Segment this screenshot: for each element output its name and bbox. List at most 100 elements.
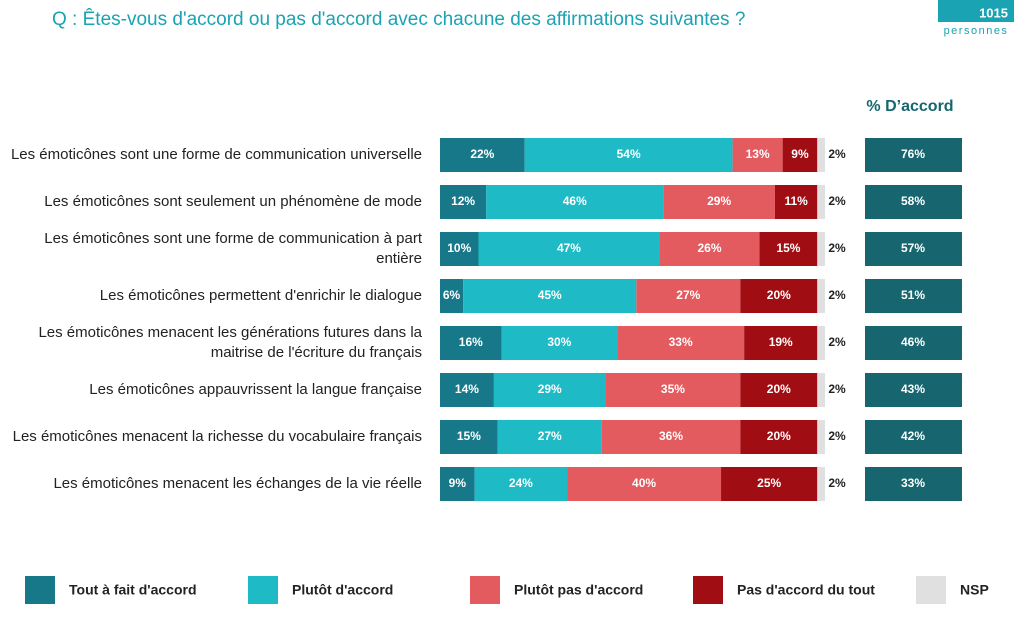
value-label: 2% — [828, 288, 846, 302]
bar-segment — [817, 279, 825, 313]
bar-segment — [663, 185, 775, 219]
agree-label: 42% — [901, 429, 925, 443]
value-label: 15% — [457, 429, 481, 443]
bar-segment — [636, 279, 741, 313]
legend-swatch — [470, 576, 500, 604]
value-label: 36% — [659, 429, 683, 443]
value-label: 15% — [776, 241, 800, 255]
value-label: 13% — [746, 147, 770, 161]
bar-segment — [659, 232, 760, 266]
agree-header: % D’accord — [866, 98, 953, 115]
bar-segment — [474, 467, 568, 501]
sample-badge — [938, 0, 1014, 22]
value-label: 54% — [617, 147, 641, 161]
value-label: 2% — [828, 382, 846, 396]
category-label: Les émoticônes permettent d'enrichir le … — [99, 287, 422, 304]
value-label: 27% — [538, 429, 562, 443]
value-label: 35% — [661, 382, 685, 396]
value-label: 33% — [669, 335, 693, 349]
value-label: 26% — [697, 241, 721, 255]
agree-box — [865, 185, 962, 219]
value-label: 20% — [767, 288, 791, 302]
agree-box — [865, 279, 962, 313]
bar-segment — [478, 232, 660, 266]
legend-swatch — [248, 576, 278, 604]
agree-box — [865, 373, 962, 407]
value-label: 19% — [769, 335, 793, 349]
bar-segment — [497, 420, 602, 454]
value-label: 2% — [828, 476, 846, 490]
bar-segment — [440, 326, 502, 360]
value-label: 14% — [455, 382, 479, 396]
bar-segment — [732, 138, 783, 172]
bar-segment — [817, 373, 825, 407]
bar-segment — [463, 279, 637, 313]
value-label: 40% — [632, 476, 656, 490]
bar-segment — [440, 185, 487, 219]
agree-box — [865, 232, 962, 266]
value-label: 2% — [828, 147, 846, 161]
bar-segment — [524, 138, 733, 172]
agree-label: 57% — [901, 241, 925, 255]
category-label: Les émoticônes appauvrissent la langue f… — [89, 381, 422, 398]
category-label: Les émoticônes sont une forme de communi… — [44, 230, 422, 267]
value-label: 12% — [451, 194, 475, 208]
agree-label: 43% — [901, 382, 925, 396]
bar-segment — [721, 467, 818, 501]
bar-segment — [493, 373, 606, 407]
category-label: Les émoticônes sont une forme de communi… — [10, 146, 422, 163]
legend-swatch — [25, 576, 55, 604]
agree-label: 51% — [901, 288, 925, 302]
agree-label: 58% — [901, 194, 925, 208]
value-label: 2% — [828, 429, 846, 443]
legend-label: Plutôt d'accord — [292, 582, 393, 598]
bar-segment — [740, 279, 818, 313]
value-label: 25% — [757, 476, 781, 490]
bar-segment — [817, 138, 825, 172]
agree-label: 33% — [901, 476, 925, 490]
value-label: 24% — [509, 476, 533, 490]
bar-segment — [817, 420, 825, 454]
legend-swatch — [916, 576, 946, 604]
bar-segment — [440, 232, 479, 266]
value-label: 9% — [449, 476, 467, 490]
value-label: 20% — [767, 382, 791, 396]
category-label: Les émoticônes menacent les échanges de … — [53, 475, 422, 492]
legend-label: Tout à fait d'accord — [69, 582, 197, 598]
agree-box — [865, 326, 962, 360]
bar-segment — [440, 373, 494, 407]
agree-box — [865, 467, 962, 501]
bar-segment — [817, 326, 825, 360]
bar-segment — [744, 326, 818, 360]
agree-box — [865, 420, 962, 454]
bar-segment — [486, 185, 664, 219]
bar-segment — [774, 185, 818, 219]
bar-segment — [440, 279, 464, 313]
category-label: Les émoticônes menacent la richesse du v… — [12, 428, 422, 445]
legend-label: Pas d'accord du tout — [737, 582, 875, 598]
agree-label: 46% — [901, 335, 925, 349]
agree-box — [865, 138, 962, 172]
value-label: 6% — [443, 288, 461, 302]
chart-title: Q : Êtes-vous d'accord ou pas d'accord a… — [52, 8, 745, 30]
value-label: 9% — [791, 147, 809, 161]
sample-label: personnes — [944, 25, 1009, 37]
value-label: 11% — [784, 194, 808, 208]
bar-segment — [817, 232, 825, 266]
bar-segment — [817, 467, 825, 501]
sample-size: 1015 — [979, 5, 1008, 20]
value-label: 20% — [767, 429, 791, 443]
category-label: Les émoticônes sont seulement un phénomè… — [44, 193, 422, 210]
bar-segment — [501, 326, 618, 360]
value-label: 29% — [538, 382, 562, 396]
bar-segment — [440, 138, 525, 172]
agree-label: 76% — [901, 147, 925, 161]
value-label: 47% — [557, 241, 581, 255]
value-label: 2% — [828, 194, 846, 208]
bar-segment — [601, 420, 741, 454]
value-label: 22% — [470, 147, 494, 161]
value-label: 45% — [538, 288, 562, 302]
value-label: 16% — [459, 335, 483, 349]
